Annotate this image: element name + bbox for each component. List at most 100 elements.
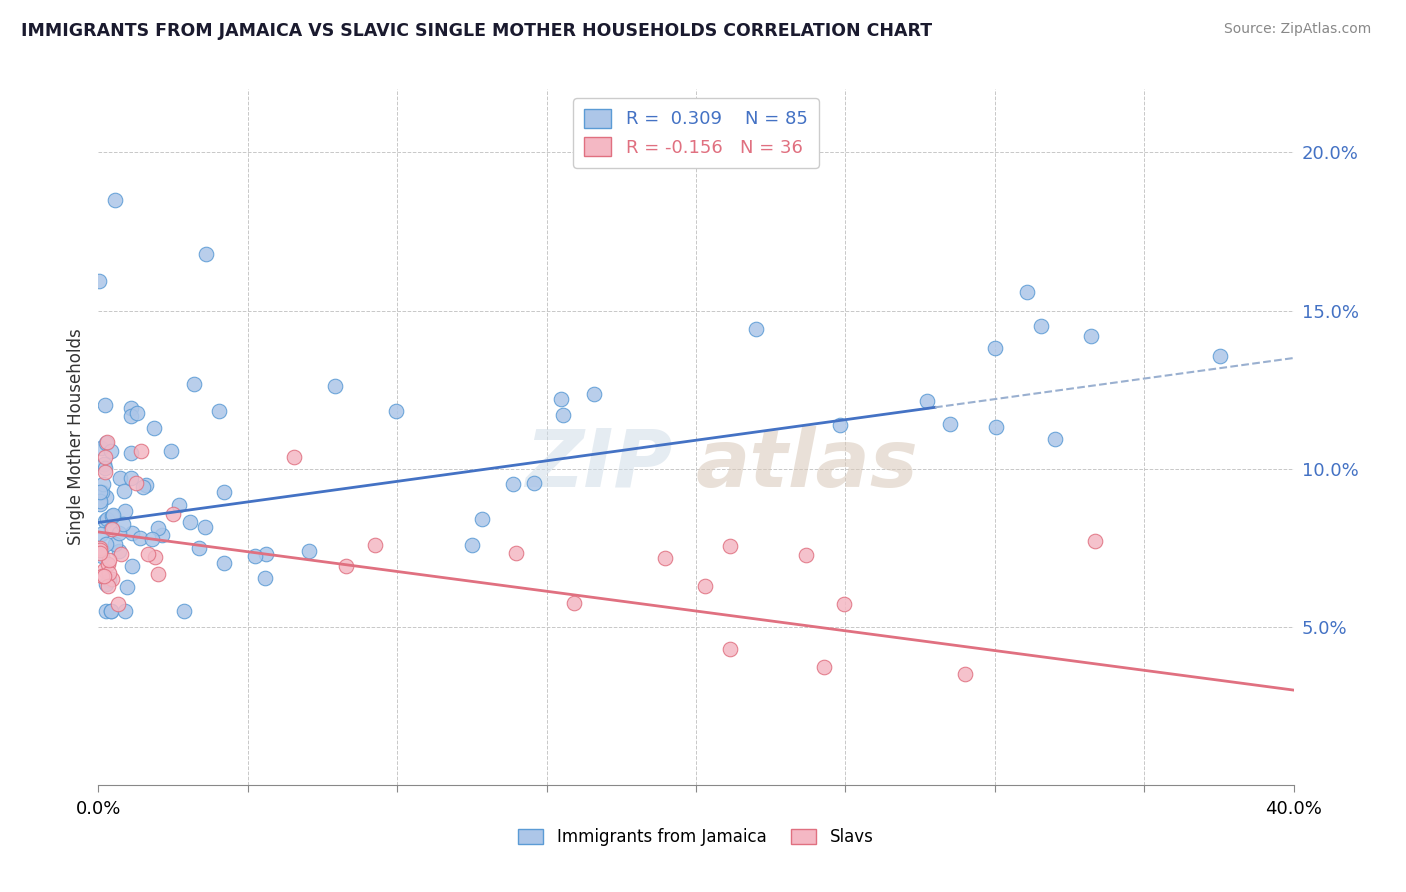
Point	[984, 420, 1007, 434]
Point	[162, 508, 184, 522]
Point	[243, 549, 266, 564]
Point	[654, 551, 676, 566]
Point	[110, 471, 132, 485]
Point	[564, 596, 586, 610]
Point	[148, 566, 170, 581]
Point	[104, 193, 127, 207]
Y-axis label: Single Mother Households: Single Mother Households	[66, 329, 84, 545]
Point	[813, 659, 835, 673]
Point	[551, 408, 574, 422]
Point	[101, 508, 124, 522]
Point	[107, 598, 129, 612]
Point	[127, 406, 149, 420]
Point	[91, 477, 114, 491]
Point	[89, 494, 111, 508]
Point	[100, 604, 122, 618]
Point	[834, 597, 856, 611]
Point	[167, 498, 190, 512]
Point	[89, 274, 111, 288]
Point	[120, 401, 142, 415]
Point	[93, 399, 115, 413]
Point	[983, 341, 1005, 355]
Point	[121, 559, 143, 574]
Point	[179, 515, 201, 529]
Point	[120, 446, 142, 460]
Point	[298, 543, 321, 558]
Point	[125, 476, 148, 491]
Point	[93, 514, 115, 528]
Text: atlas: atlas	[696, 425, 918, 504]
Legend: Immigrants from Jamaica, Slavs: Immigrants from Jamaica, Slavs	[512, 822, 880, 853]
Point	[1043, 432, 1066, 446]
Point	[142, 421, 165, 435]
Point	[94, 577, 117, 591]
Point	[523, 476, 546, 491]
Point	[93, 563, 115, 577]
Point	[96, 512, 118, 526]
Point	[120, 471, 142, 485]
Point	[953, 667, 976, 681]
Point	[89, 543, 111, 558]
Point	[100, 522, 122, 536]
Point	[100, 604, 122, 618]
Point	[96, 490, 118, 504]
Point	[97, 579, 120, 593]
Point	[96, 434, 118, 449]
Point	[583, 387, 606, 401]
Point	[1084, 533, 1107, 548]
Point	[129, 444, 152, 458]
Point	[143, 550, 166, 565]
Point	[1209, 350, 1232, 364]
Point	[89, 497, 111, 511]
Point	[91, 484, 114, 499]
Point	[183, 377, 205, 392]
Point	[94, 465, 117, 479]
Point	[212, 556, 235, 570]
Point	[283, 450, 305, 464]
Point	[94, 461, 117, 475]
Point	[90, 526, 112, 541]
Point	[1080, 329, 1102, 343]
Point	[96, 537, 118, 551]
Point	[505, 546, 527, 560]
Point	[128, 531, 150, 545]
Point	[90, 441, 112, 455]
Point	[173, 604, 195, 618]
Point	[94, 435, 117, 450]
Point	[254, 571, 277, 585]
Point	[114, 504, 136, 518]
Point	[212, 484, 235, 499]
Point	[135, 477, 157, 491]
Point	[254, 547, 277, 561]
Point	[93, 457, 115, 471]
Point	[121, 526, 143, 541]
Point	[93, 568, 115, 582]
Point	[136, 547, 159, 561]
Point	[115, 580, 138, 594]
Point	[502, 476, 524, 491]
Point	[111, 517, 134, 532]
Point	[101, 508, 124, 523]
Text: IMMIGRANTS FROM JAMAICA VS SLAVIC SINGLE MOTHER HOUSEHOLDS CORRELATION CHART: IMMIGRANTS FROM JAMAICA VS SLAVIC SINGLE…	[21, 22, 932, 40]
Point	[146, 521, 169, 535]
Point	[828, 418, 851, 433]
Point	[98, 553, 121, 567]
Point	[152, 528, 174, 542]
Point	[794, 549, 817, 563]
Point	[363, 538, 385, 552]
Point	[744, 322, 766, 336]
Point	[325, 378, 347, 392]
Point	[90, 549, 112, 563]
Point	[104, 536, 127, 550]
Point	[94, 450, 117, 464]
Point	[94, 604, 117, 618]
Point	[112, 483, 135, 498]
Point	[107, 543, 129, 558]
Point	[195, 246, 218, 260]
Point	[97, 557, 120, 571]
Point	[101, 573, 124, 587]
Point	[141, 532, 163, 546]
Point	[100, 444, 122, 458]
Point	[693, 579, 716, 593]
Point	[120, 409, 142, 424]
